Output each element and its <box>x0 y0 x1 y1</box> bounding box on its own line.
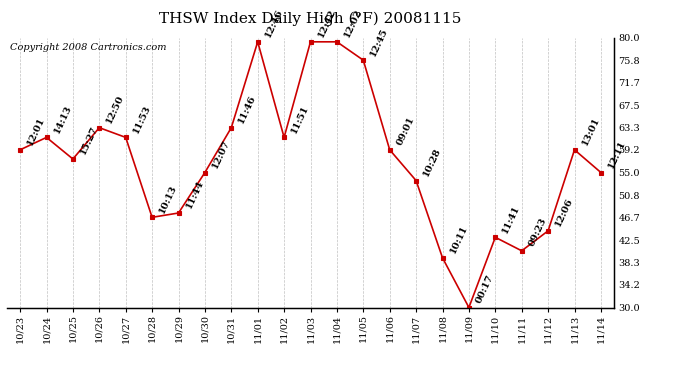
Text: THSW Index Daily High (°F) 20081115: THSW Index Daily High (°F) 20081115 <box>159 11 462 26</box>
Text: 12:11: 12:11 <box>607 139 627 170</box>
Text: 11:51: 11:51 <box>290 104 310 135</box>
Text: 15:27: 15:27 <box>79 125 99 156</box>
Text: 11:46: 11:46 <box>237 94 258 125</box>
Text: Copyright 2008 Cartronics.com: Copyright 2008 Cartronics.com <box>10 43 166 52</box>
Text: 12:02: 12:02 <box>342 8 364 39</box>
Text: 12:06: 12:06 <box>553 196 575 228</box>
Text: 00:17: 00:17 <box>475 273 495 305</box>
Text: 12:01: 12:01 <box>26 116 47 147</box>
Text: 11:41: 11:41 <box>501 203 522 234</box>
Text: 10:13: 10:13 <box>157 183 179 214</box>
Text: 12:45: 12:45 <box>369 26 390 57</box>
Text: 11:53: 11:53 <box>131 104 152 135</box>
Text: 12:42: 12:42 <box>316 8 337 39</box>
Text: 09:01: 09:01 <box>395 116 416 147</box>
Text: 12:07: 12:07 <box>210 138 232 170</box>
Text: 13:01: 13:01 <box>580 116 601 147</box>
Text: 11:44: 11:44 <box>184 179 205 210</box>
Text: 12:50: 12:50 <box>105 93 126 125</box>
Text: 09:23: 09:23 <box>527 216 549 248</box>
Text: 12:46: 12:46 <box>264 8 284 39</box>
Text: 10:28: 10:28 <box>422 146 443 178</box>
Text: 14:13: 14:13 <box>52 104 73 135</box>
Text: 10:11: 10:11 <box>448 224 469 255</box>
